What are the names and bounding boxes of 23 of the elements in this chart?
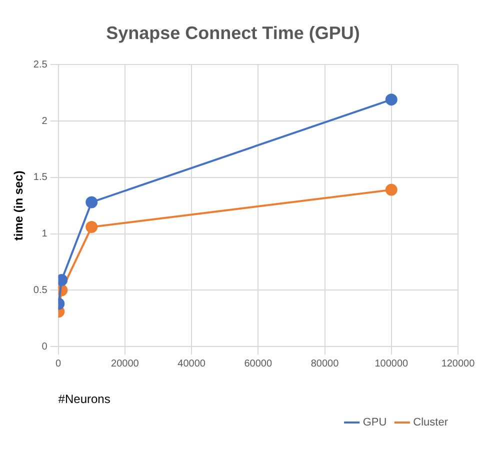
- point: [385, 94, 398, 106]
- point: [86, 196, 98, 208]
- y-tick-label: 2: [42, 116, 48, 127]
- y-tick-label: 1.5: [33, 172, 48, 184]
- point: [385, 184, 398, 196]
- chart-title: Synapse Connect Time (GPU): [106, 22, 360, 43]
- legend-label: GPU: [362, 416, 387, 429]
- point: [58, 274, 68, 286]
- y-axis-title: time (in sec): [12, 170, 26, 241]
- y-tick-label: 2.5: [33, 59, 48, 70]
- legend-label: Cluster: [413, 416, 448, 429]
- x-tick-label: 120000: [441, 358, 476, 370]
- x-tick-label: 80000: [310, 358, 340, 370]
- point: [86, 221, 98, 234]
- x-tick-label: 40000: [178, 358, 206, 370]
- y-tick-label: 0.5: [33, 284, 48, 296]
- x-tick-label: 60000: [244, 358, 272, 370]
- y-tick-label: 1: [42, 228, 48, 240]
- x-tick-label: 20000: [111, 358, 140, 370]
- x-tick-label: 0: [56, 358, 62, 370]
- x-tick-label: 100000: [374, 358, 409, 370]
- y-tick-label: 0: [42, 341, 48, 352]
- x-axis-title: #Neurons: [58, 392, 110, 406]
